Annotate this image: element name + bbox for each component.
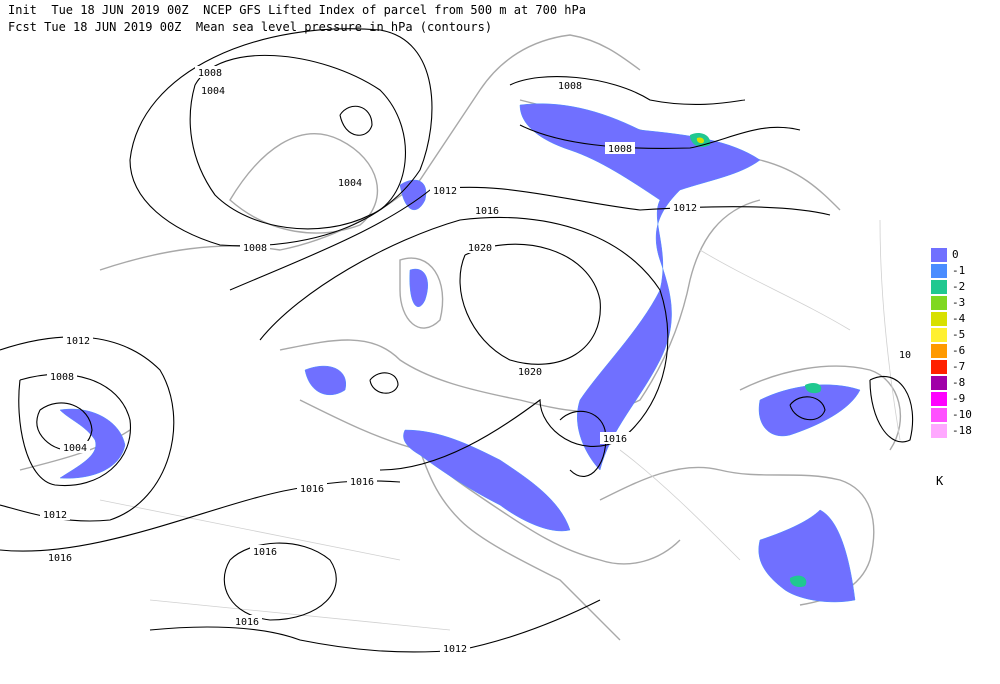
label-bg [40, 508, 70, 520]
contour-label: 1004 [63, 443, 87, 454]
legend-label: -3 [952, 296, 965, 309]
legend-swatch [931, 344, 947, 358]
legend-swatch [931, 360, 947, 374]
label-bg [232, 615, 262, 627]
li-areas [59, 103, 861, 603]
label-bg [515, 365, 545, 377]
li-area [789, 575, 807, 588]
contour-label: 1012 [66, 336, 90, 347]
legend-swatch [931, 408, 947, 422]
legend-label: -9 [952, 392, 965, 405]
legend-swatch [931, 424, 947, 438]
label-bg [297, 482, 327, 494]
label-bg [430, 184, 460, 196]
label-bg [555, 79, 585, 91]
legend-label: -1 [952, 264, 965, 277]
contour-label: 1016 [235, 617, 259, 628]
contour-label: 1008 [198, 68, 222, 79]
legend-swatch [931, 280, 947, 294]
borders [99, 219, 901, 631]
label-bg [47, 370, 77, 382]
contour-label: 1016 [350, 477, 374, 488]
contour-label: 1020 [518, 367, 542, 378]
label-bg [63, 334, 93, 346]
contour-label: 1008 [558, 81, 582, 92]
legend-label: 0 [952, 248, 959, 261]
contour-label: 1012 [433, 186, 457, 197]
legend-swatch [931, 392, 947, 406]
legend-label: -10 [952, 408, 972, 421]
label-bg [250, 545, 280, 557]
contour-label: 1016 [300, 484, 324, 495]
label-bg [465, 241, 495, 253]
contour-label: 1008 [608, 144, 632, 155]
contour-label: 10 [899, 350, 911, 361]
label-bg [600, 432, 630, 444]
label-bg [240, 241, 270, 253]
label-bg [195, 66, 225, 78]
contour-labels: 1008 1004 1004 1008 1012 1016 1020 1008 1008 1012… [40, 66, 920, 655]
legend-label: -4 [952, 312, 966, 325]
li-area [696, 137, 705, 144]
legend-swatch [931, 264, 947, 278]
label-bg [347, 475, 377, 487]
contour-label: 1016 [48, 553, 72, 564]
label-bg [605, 142, 635, 154]
contour-label: 1020 [468, 243, 492, 254]
contour-label: 1012 [443, 644, 467, 655]
label-bg [472, 204, 502, 216]
legend-label: -6 [952, 344, 965, 357]
contour-label: 1016 [475, 206, 499, 217]
label-bg [335, 176, 365, 188]
legend-label: -5 [952, 328, 965, 341]
contour-label: 1008 [243, 243, 267, 254]
contour-label: 1008 [50, 372, 74, 383]
legend-swatch [931, 328, 947, 342]
contour-label: 1004 [201, 86, 225, 97]
legend-label: -18 [952, 424, 972, 437]
li-area [805, 382, 822, 394]
contour-label: 1016 [253, 547, 277, 558]
label-bg [45, 551, 75, 563]
legend-swatch [931, 296, 947, 310]
legend-swatch [931, 248, 947, 262]
contour-label: 1012 [43, 510, 67, 521]
legend-swatch [931, 376, 947, 390]
legend-swatch [931, 312, 947, 326]
legend-label: -2 [952, 280, 965, 293]
contour-label: 1012 [673, 203, 697, 214]
label-bg [670, 201, 700, 213]
contour-label: 1016 [603, 434, 627, 445]
label-bg [198, 84, 228, 96]
legend-label: -8 [952, 376, 965, 389]
label-bg [890, 348, 920, 360]
contour-label: 1004 [338, 178, 362, 189]
legend-unit: K [936, 474, 944, 488]
label-bg [60, 441, 90, 453]
header-line2: Fcst Tue 18 JUN 2019 00Z Mean sea level … [8, 20, 492, 34]
legend-label: -7 [952, 360, 965, 373]
header-line1: Init Tue 18 JUN 2019 00Z NCEP GFS Lifted… [8, 3, 586, 17]
legend: 0 -1 -2 -3 -4 -5 -6 -7 -8 -9 -10 -18 K [931, 248, 972, 488]
label-bg [440, 642, 470, 654]
